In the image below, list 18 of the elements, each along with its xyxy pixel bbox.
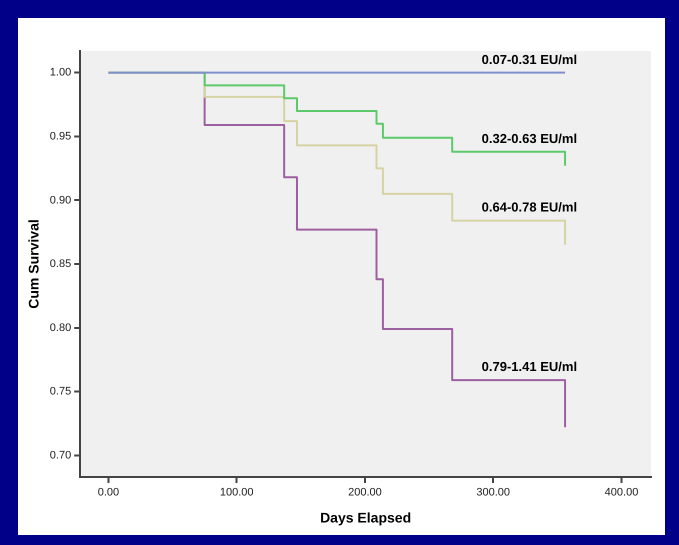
series-label: 0.32-0.63 EU/ml [482, 130, 578, 146]
x-tick-label: 0.00 [98, 486, 120, 499]
series-label: 0.79-1.41 EU/ml [482, 359, 578, 374]
x-tick-label: 100.00 [220, 486, 254, 499]
x-tick-label: 400.00 [604, 486, 638, 499]
x-tick-label: 200.00 [348, 486, 382, 499]
y-tick-label: 0.90 [50, 194, 72, 206]
x-tick-label: 300.00 [476, 486, 510, 499]
y-axis-title: Cum Survival [25, 219, 42, 309]
x-axis-title: Days Elapsed [320, 509, 412, 526]
y-tick-label: 0.85 [50, 258, 72, 270]
y-tick-label: 1.00 [50, 66, 72, 79]
y-tick-label: 0.80 [50, 322, 72, 334]
series-label: 0.07-0.31 EU/ml [482, 52, 578, 67]
y-tick-label: 0.70 [50, 449, 72, 462]
series-label: 0.64-0.78 EU/ml [482, 200, 578, 215]
y-tick-label: 0.75 [50, 386, 72, 398]
y-tick-label: 0.95 [50, 130, 72, 142]
